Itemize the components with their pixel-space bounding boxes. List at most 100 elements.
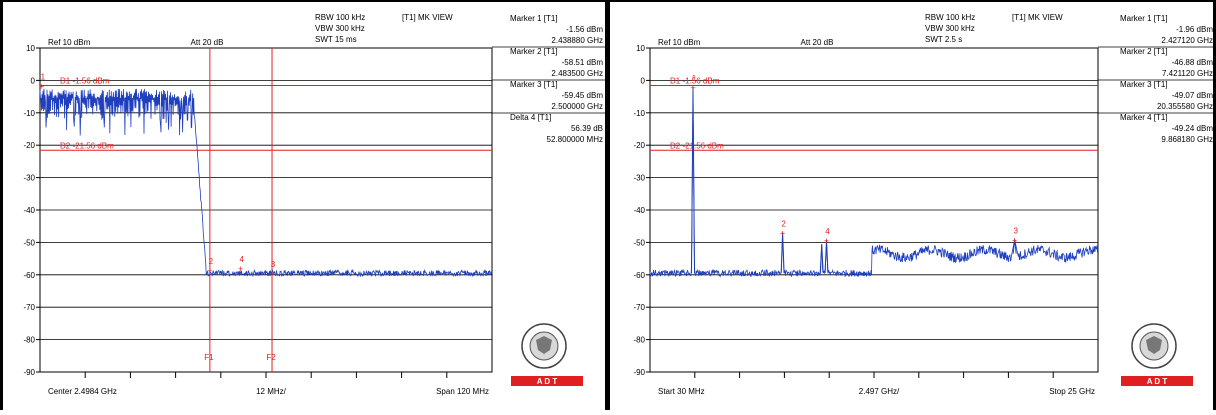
adt-text: A D T [1147, 377, 1168, 386]
marker-table-title: Marker 1 [T1] [510, 14, 558, 23]
marker-table-title: Marker 4 [T1] [1120, 113, 1168, 122]
x-division-label: 2.497 GHz/ [859, 387, 900, 396]
y-tick-label: -10 [23, 109, 35, 118]
marker-table-frequency: 2.483500 GHz [551, 69, 603, 78]
x-end-label: Stop 25 GHz [1049, 387, 1095, 396]
seal-emblem [536, 336, 552, 354]
y-tick-label: -70 [23, 303, 35, 312]
y-tick-label: -50 [633, 238, 645, 247]
chart-panel-1: Ref 10 dBm Att 20 dB RBW 100 kHz VBW 300 kH… [23, 13, 606, 396]
display-line-label: D2 -21.56 dBm [60, 141, 114, 150]
spur-peak [1012, 239, 1017, 254]
x-division-label: 12 MHz/ [256, 387, 287, 396]
y-tick-label: 0 [641, 76, 646, 85]
right-border [1213, 0, 1216, 410]
marker-1-point: + [39, 81, 44, 91]
y-tick-label: -90 [633, 368, 645, 377]
x-start-label: Start 30 MHz [658, 387, 705, 396]
y-tick-label: -40 [23, 206, 35, 215]
x-end-label: Span 120 MHz [436, 387, 489, 396]
marker-table-frequency: 20.355580 GHz [1157, 102, 1213, 111]
rbw-label: RBW 100 kHz [925, 13, 975, 22]
marker-table-frequency: 2.500000 GHz [551, 102, 603, 111]
trace-line [39, 88, 493, 278]
marker-3-label: 3 [271, 260, 276, 269]
marker-table-title: Marker 1 [T1] [1120, 14, 1168, 23]
marker-table-level: -49.24 dBm [1172, 124, 1214, 133]
marker-2-label: 2 [781, 219, 786, 228]
frequency-line-label: F1 [204, 353, 214, 362]
marker-2-label: 2 [209, 257, 214, 266]
marker-4-point: + [824, 236, 829, 246]
marker-table-frequency: 2.427120 GHz [1161, 36, 1213, 45]
marker-table-title: Marker 3 [T1] [1120, 80, 1168, 89]
marker-table-level: -58.51 dBm [562, 58, 604, 67]
display-line-label: D2 -21.56 dBm [670, 141, 724, 150]
trace-mode-label: [T1] MK VIEW [402, 13, 453, 22]
y-tick-label: -80 [633, 336, 645, 345]
marker-1-label: 1 [41, 72, 46, 81]
rbw-label: RBW 100 kHz [315, 13, 365, 22]
y-tick-label: 0 [31, 76, 36, 85]
y-tick-label: -40 [633, 206, 645, 215]
display-line-label: D1 -1.56 dBm [60, 76, 110, 85]
bureau-veritas-logo: A D T [511, 323, 583, 386]
marker-4-label: 4 [239, 255, 244, 264]
adt-bar [1121, 376, 1193, 386]
marker-table-title: Delta 4 [T1] [510, 113, 551, 122]
marker-table-title: Marker 3 [T1] [510, 80, 558, 89]
y-tick-label: 10 [636, 44, 645, 53]
marker-table-frequency: 2.438880 GHz [551, 36, 603, 45]
marker-table-level: 56.39 dB [571, 124, 603, 133]
y-tick-label: -10 [633, 109, 645, 118]
trace-mode-label: [T1] MK VIEW [1012, 13, 1063, 22]
attenuation-label: Att 20 dB [801, 38, 834, 47]
frequency-line-label: F2 [266, 353, 276, 362]
y-tick-label: -20 [633, 141, 645, 150]
marker-table-level: -49.07 dBm [1172, 91, 1214, 100]
chart-panel-2: Ref 10 dBm Att 20 dB RBW 100 kHz VBW 300 kH… [633, 13, 1216, 396]
seal-emblem [1146, 336, 1162, 354]
bureau-veritas-logo: A D T [1121, 323, 1193, 386]
marker-3-point: + [269, 269, 274, 279]
marker-1-point: + [690, 83, 695, 93]
marker-1-label: 1 [692, 74, 697, 83]
marker-table-level: -1.56 dBm [566, 25, 603, 34]
marker-2-point: + [780, 228, 785, 238]
marker-table-level: -46.88 dBm [1172, 58, 1214, 67]
x-start-label: Center 2.4984 GHz [48, 387, 117, 396]
vbw-label: VBW 300 kHz [925, 24, 975, 33]
marker-3-label: 3 [1013, 226, 1018, 235]
marker-table-level: -1.96 dBm [1176, 25, 1213, 34]
y-tick-label: -30 [633, 174, 645, 183]
marker-table-frequency: 7.421120 GHz [1162, 69, 1213, 78]
sweep-time-label: SWT 2.5 s [925, 35, 962, 44]
marker-table-frequency: 9.868180 GHz [1161, 135, 1213, 144]
y-tick-label: -60 [23, 271, 35, 280]
marker-3-point: + [1012, 235, 1017, 245]
display-line-label: D1 -1.56 dBm [670, 76, 720, 85]
sweep-time-label: SWT 15 ms [315, 35, 357, 44]
vbw-label: VBW 300 kHz [315, 24, 365, 33]
y-tick-label: -30 [23, 174, 35, 183]
y-tick-label: -50 [23, 238, 35, 247]
marker-table-frequency: 52.800000 MHz [547, 135, 603, 144]
adt-text: A D T [537, 377, 558, 386]
marker-2-point: + [207, 266, 212, 276]
marker-4-label: 4 [825, 227, 830, 236]
left-border [0, 0, 3, 410]
marker-table-title: Marker 2 [T1] [510, 47, 558, 56]
y-tick-label: -90 [23, 368, 35, 377]
y-tick-label: -70 [633, 303, 645, 312]
y-tick-label: -20 [23, 141, 35, 150]
panel-divider [605, 0, 610, 410]
adt-bar [511, 376, 583, 386]
trace-line [649, 112, 1099, 278]
y-tick-label: 10 [26, 44, 35, 53]
marker-4-point: + [238, 264, 243, 274]
attenuation-label: Att 20 dB [191, 38, 224, 47]
ref-level-label: Ref 10 dBm [658, 38, 701, 47]
marker-table-level: -59.45 dBm [562, 91, 604, 100]
